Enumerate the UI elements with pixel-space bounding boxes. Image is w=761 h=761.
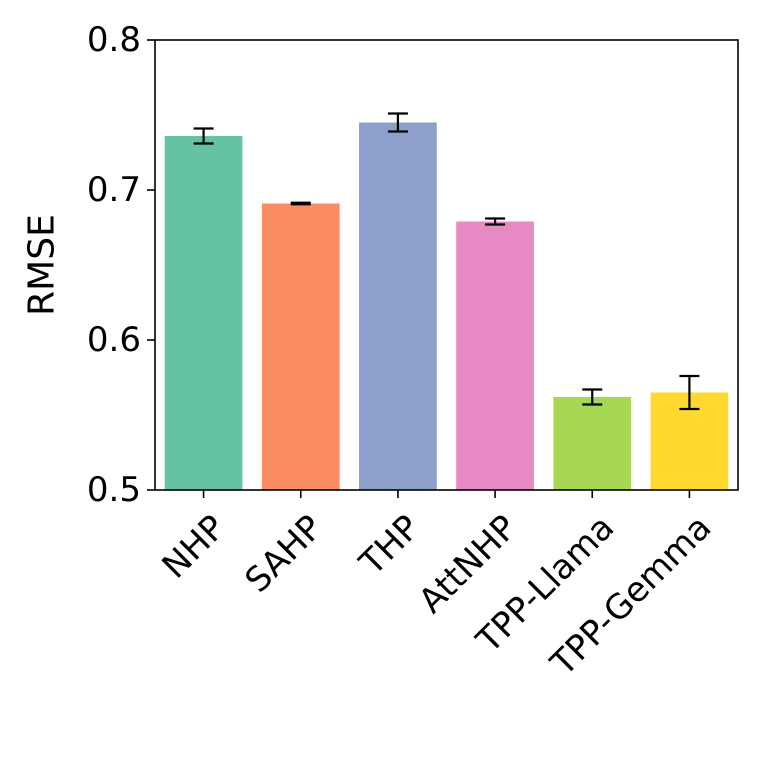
y-tick-label: 0.8: [87, 20, 141, 60]
bar-nhp: [164, 136, 243, 490]
error-bars-group: [193, 112, 700, 411]
x-tick-label: SAHP: [238, 508, 331, 601]
plot-frame: [154, 39, 739, 491]
x-tick-label: NHP: [155, 508, 234, 587]
x-tick-label: THP: [352, 508, 428, 584]
y-axis: 0.5 0.6 0.7 0.8: [87, 20, 155, 510]
bars-group: [164, 122, 729, 490]
y-axis-title: RMSE: [22, 214, 63, 316]
bar-thp: [359, 122, 437, 490]
bar-sahp: [261, 203, 340, 490]
y-tick-label: 0.6: [87, 320, 141, 360]
y-tick-label: 0.7: [87, 170, 141, 210]
bar-tpp-llama: [553, 397, 632, 490]
bar-attnhp: [456, 221, 534, 490]
y-tick-label: 0.5: [87, 470, 141, 510]
